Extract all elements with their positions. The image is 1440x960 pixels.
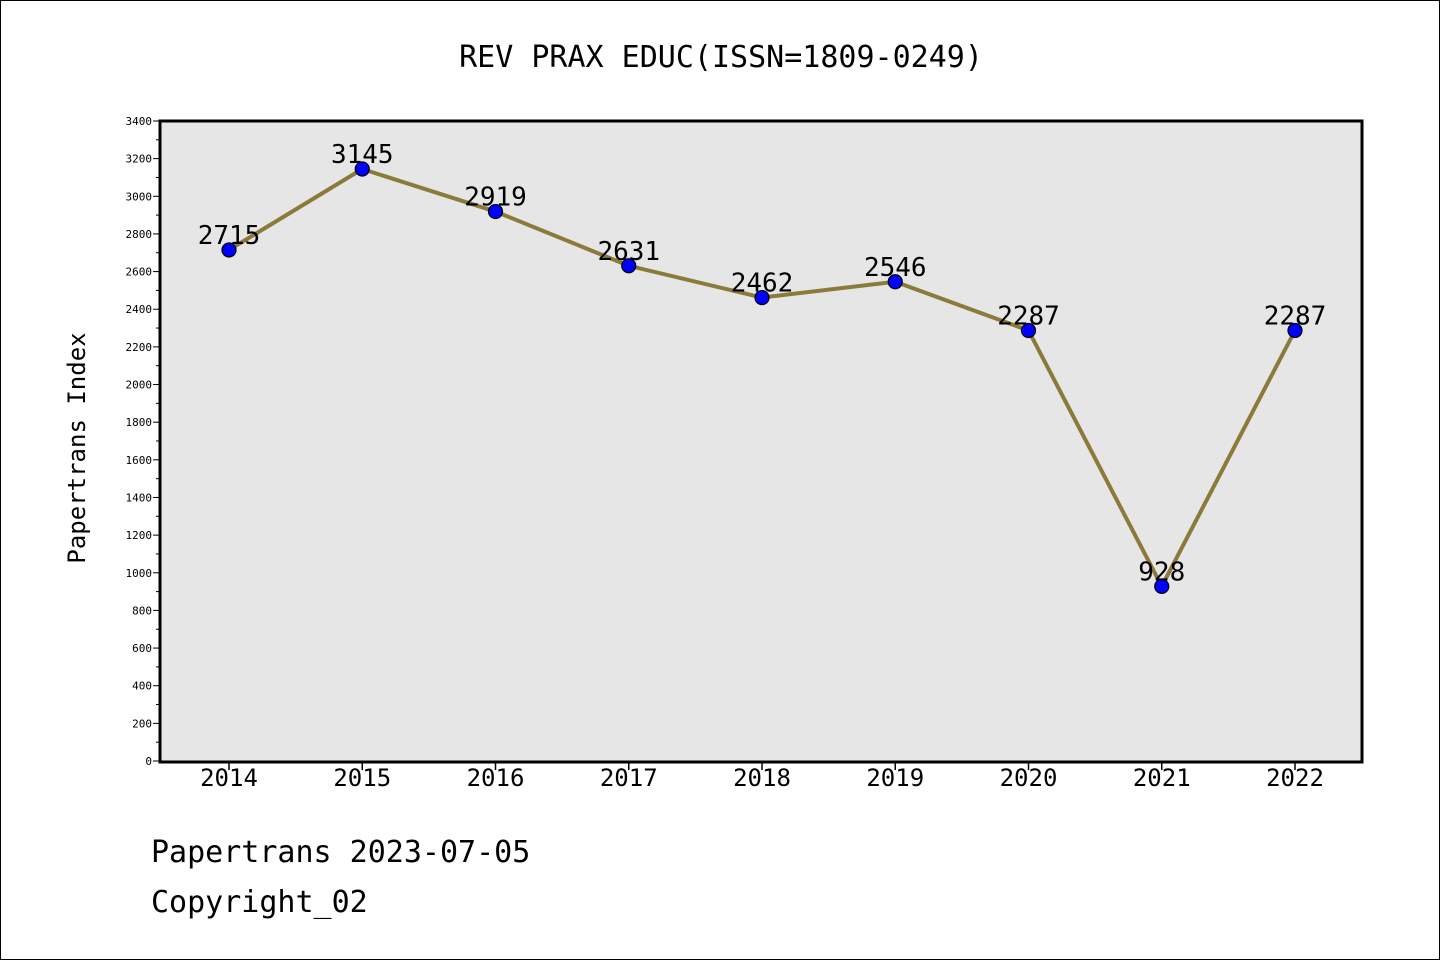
y-tick-label: 800 [132, 604, 152, 617]
y-tick-label: 1000 [126, 567, 153, 580]
chart-title: REV PRAX EDUC(ISSN=1809-0249) [459, 40, 983, 75]
y-tick-label: 2000 [126, 379, 153, 392]
data-point [754, 289, 770, 306]
data-label: 2919 [464, 183, 527, 213]
y-axis-label: Papertrans Index [63, 332, 91, 563]
y-tick-label: 2800 [126, 228, 153, 241]
x-tick-label: 2015 [333, 764, 391, 792]
x-tick-label: 2022 [1266, 764, 1324, 792]
y-tick-label: 1600 [126, 454, 153, 467]
x-tick-label: 2019 [866, 764, 924, 792]
data-label: 928 [1138, 557, 1185, 587]
data-point [1020, 322, 1037, 339]
y-tick-label: 2600 [126, 266, 153, 279]
x-tick-label: 2021 [1133, 764, 1191, 792]
data-point [221, 242, 237, 258]
y-tick-label: 200 [132, 717, 152, 730]
y-tick-label: 2200 [126, 341, 153, 354]
x-tick-label: 2018 [733, 764, 791, 792]
y-tick-label: 1200 [126, 529, 153, 542]
data-point [1154, 578, 1170, 594]
data-label: 2287 [997, 302, 1060, 332]
data-label: 2715 [198, 221, 261, 251]
x-tick-label: 2017 [600, 764, 658, 792]
x-axis: 2014 2015 2016 2017 2018 2019 2020 2021 2022 [200, 762, 1324, 792]
data-point [1287, 322, 1303, 339]
y-tick-label: 1800 [126, 416, 153, 429]
data-point [487, 203, 504, 220]
data-label: 3145 [331, 140, 394, 170]
y-tick-label: 400 [132, 680, 152, 693]
y-tick-label: 0 [145, 755, 152, 768]
y-tick-label: 3200 [126, 153, 153, 166]
data-point [354, 161, 370, 177]
data-labels: 2715 3145 2919 2631 2462 2546 2287 928 2287 [198, 140, 1327, 587]
x-tick-label: 2014 [200, 764, 258, 792]
footer-copyright: Copyright_02 [151, 885, 368, 920]
footer-source-date: Papertrans 2023-07-05 [151, 835, 531, 870]
y-tick-label: 1400 [126, 491, 153, 504]
data-point [621, 258, 637, 274]
y-tick-label: 2400 [126, 303, 153, 316]
data-label: 2462 [731, 269, 794, 299]
x-tick-label: 2016 [467, 764, 525, 792]
data-point [887, 274, 903, 290]
y-tick-label: 600 [132, 642, 152, 655]
data-label: 2546 [864, 253, 927, 283]
data-label: 2287 [1264, 302, 1327, 332]
y-tick-label: 3400 [126, 115, 153, 128]
y-axis: 0 200 400 600 800 1000 1200 1400 1600 1800 2000 220… [126, 115, 160, 768]
series-papertrans-index [221, 161, 1303, 594]
plot-area [158, 119, 1364, 764]
x-tick-label: 2020 [1000, 764, 1058, 792]
y-tick-label: 3000 [126, 190, 153, 203]
data-label: 2631 [597, 237, 660, 267]
